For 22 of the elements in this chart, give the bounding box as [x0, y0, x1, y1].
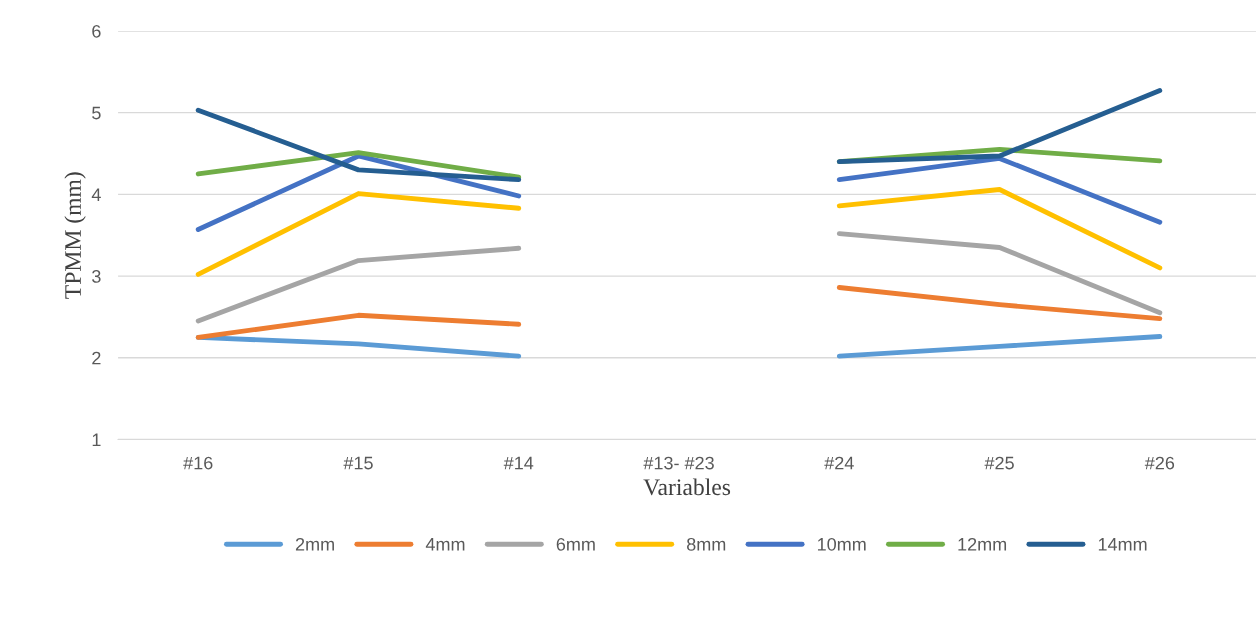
x-tick-label: #24	[824, 456, 854, 470]
y-tick-label: 1	[92, 433, 101, 447]
y-axis-title: TPMM (mm)	[64, 172, 86, 299]
legend-label: 6mm	[556, 537, 595, 551]
x-tick-label: #16	[183, 456, 213, 470]
x-tick-label: #13- #23	[643, 456, 714, 470]
legend-label: 10mm	[817, 537, 866, 551]
legend-label: 4mm	[425, 538, 465, 551]
y-tick-label: 3	[92, 270, 101, 283]
x-tick-label: #25	[984, 456, 1014, 470]
y-tick-label: 2	[92, 351, 101, 365]
y-tick-label: 5	[92, 106, 101, 120]
y-tick-label: 4	[91, 188, 101, 201]
legend-label: 2mm	[295, 537, 334, 551]
legend-label: 12mm	[958, 537, 1007, 551]
x-tick-label: #14	[503, 456, 534, 470]
x-axis-title: Variables	[643, 478, 731, 496]
x-tick-label: #15	[343, 456, 373, 470]
x-tick-label: #26	[1144, 456, 1175, 470]
legend-label: 8mm	[687, 537, 726, 551]
y-tick-label: 6	[92, 24, 101, 38]
legend-label: 14mm	[1098, 538, 1147, 551]
